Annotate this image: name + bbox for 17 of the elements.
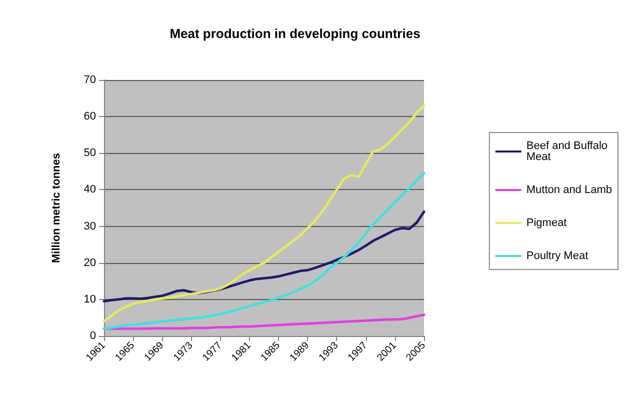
y-tick-label: 10	[84, 293, 96, 306]
line-series	[102, 172, 426, 330]
line-series	[102, 314, 426, 330]
legend-label: Pigmeat	[526, 217, 567, 229]
y-tick-label: 30	[84, 220, 96, 232]
y-tick-label: 70	[84, 74, 96, 86]
y-tick-label: 0	[90, 330, 96, 342]
y-tick-label: 20	[84, 256, 96, 269]
y-axis-title: Million metric tonnes	[50, 152, 62, 264]
y-tick-label: 60	[84, 110, 96, 123]
y-tick-label: 40	[84, 184, 96, 196]
line-series	[102, 104, 426, 323]
legend-label: Mutton and Lamb	[526, 184, 612, 196]
chart-title: Meat production in developing countries	[170, 26, 420, 41]
legend-label: Beef and Buffalo Meat	[526, 140, 611, 163]
y-tick-label: 50	[84, 147, 96, 160]
legend-label: Poultry Meat	[526, 250, 588, 262]
